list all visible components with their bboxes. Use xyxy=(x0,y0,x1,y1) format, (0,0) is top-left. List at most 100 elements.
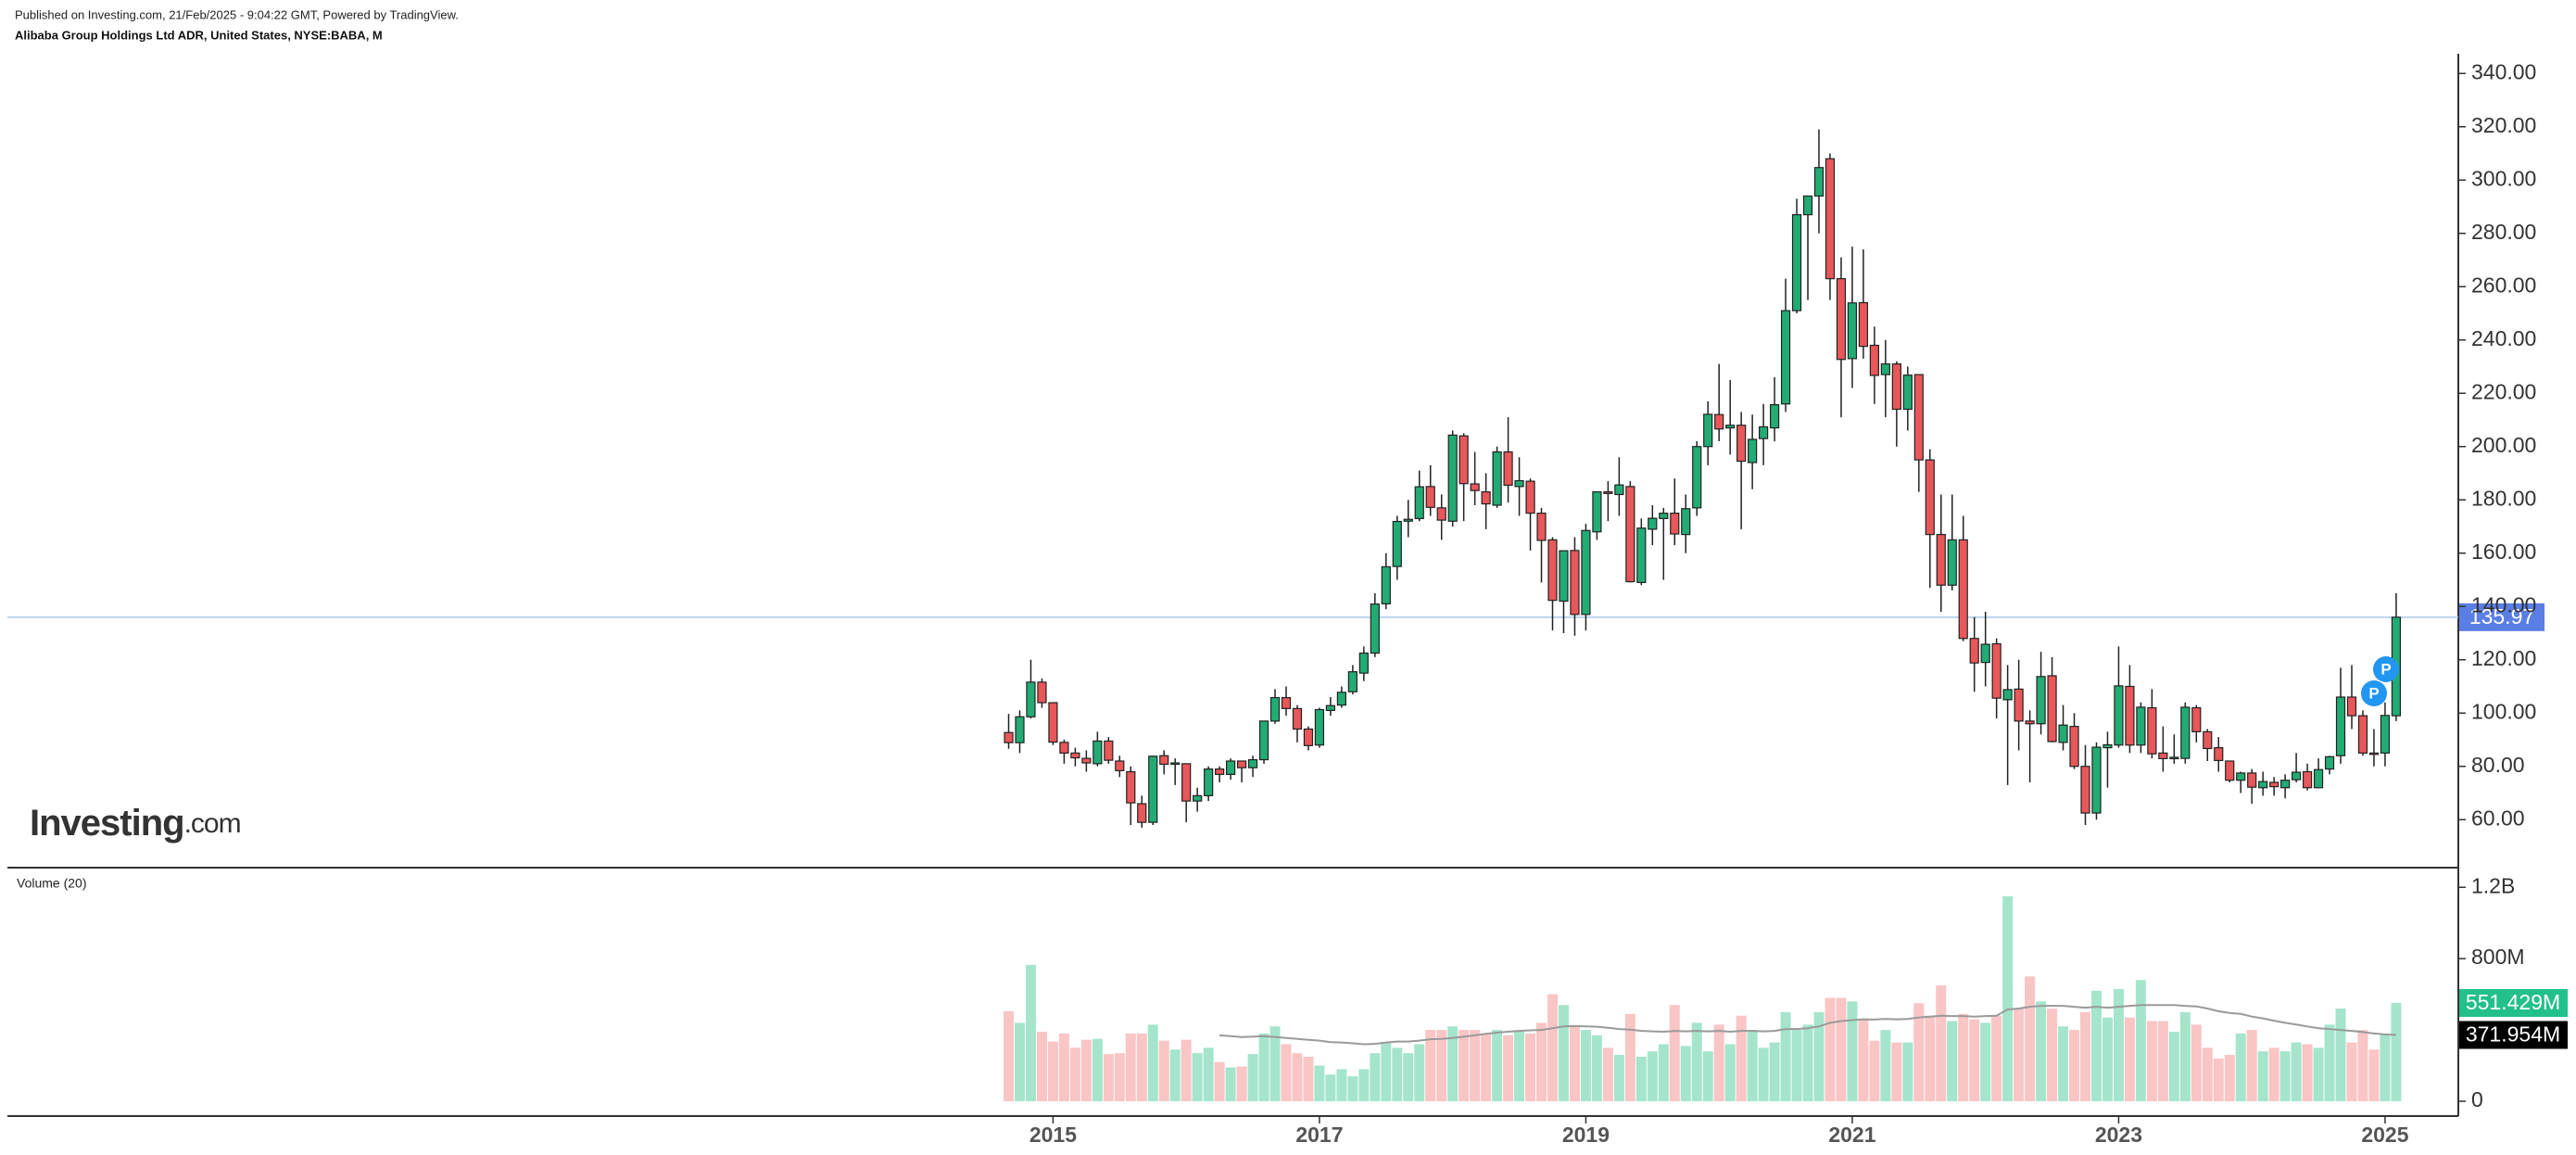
volume-bar xyxy=(1991,1015,2002,1102)
candle-body xyxy=(1414,486,1424,519)
y2-tick-label: 800M xyxy=(2471,945,2525,969)
volume-bar xyxy=(1004,1010,1015,1102)
candle-body xyxy=(1736,425,1747,463)
volume-bar xyxy=(1880,1030,1891,1102)
volume-bar xyxy=(1503,1034,1514,1102)
volume-bar xyxy=(2380,1033,2391,1102)
volume-bar xyxy=(1825,997,1836,1102)
candle-body xyxy=(1137,803,1147,823)
volume-bar xyxy=(1758,1047,1769,1102)
candle-body xyxy=(2169,756,2179,760)
volume-bar xyxy=(1136,1033,1147,1102)
marker-label: P xyxy=(2380,660,2391,678)
candle-body xyxy=(1802,195,1813,216)
candle-body xyxy=(2236,772,2246,781)
volume-bar xyxy=(1869,1040,1880,1102)
volume-bar xyxy=(1015,1022,1025,1102)
candle-body xyxy=(2036,676,2046,725)
candle-body xyxy=(2225,760,2235,781)
chart-subtitle: Published on Investing.com, 21/Feb/2025 … xyxy=(15,7,459,21)
candle-body xyxy=(2058,724,2068,743)
candle-body xyxy=(1269,696,1281,722)
candle-body xyxy=(2247,772,2257,788)
candle-body xyxy=(1670,513,1680,535)
candle-body xyxy=(1925,459,1935,536)
candle-body xyxy=(1247,758,1258,768)
volume-bar xyxy=(1169,1049,1181,1102)
candle-body xyxy=(1648,517,1658,530)
volume-bar xyxy=(1680,1046,1691,1102)
volume-bar xyxy=(2014,1009,2025,1102)
candle-body xyxy=(2180,706,2191,759)
candle-body xyxy=(1791,214,1802,311)
candle-body xyxy=(1370,603,1380,654)
volume-bar xyxy=(1980,1022,1991,1102)
volume-bar xyxy=(1780,1011,1791,1102)
volume-bar xyxy=(1269,1026,1281,1102)
candle-body xyxy=(2302,770,2313,789)
candle-body xyxy=(1759,425,1769,439)
volume-bar xyxy=(1569,1026,1580,1102)
y-tick-label: 80.00 xyxy=(2471,753,2525,777)
volume-bar xyxy=(2246,1030,2257,1102)
volume-bar xyxy=(2202,1047,2213,1102)
volume-bar xyxy=(1925,1015,1936,1102)
candle-body xyxy=(2324,755,2335,770)
x-tick-label: 2021 xyxy=(1828,1123,1875,1147)
volume-bar xyxy=(2357,1030,2368,1102)
y-tick-label: 340.00 xyxy=(2471,59,2536,83)
candle-body xyxy=(1015,716,1025,743)
candle-body xyxy=(2136,706,2146,746)
volume-bar xyxy=(1281,1044,1292,1102)
logo-suffix: .com xyxy=(184,808,241,839)
volume-bar xyxy=(2135,980,2146,1102)
last-price-box xyxy=(2459,603,2544,631)
candle-body xyxy=(1425,486,1435,508)
volume-bar xyxy=(1514,1032,1525,1102)
volume-bar xyxy=(1791,1030,1802,1102)
candle-body xyxy=(2002,689,2013,701)
volume-bar xyxy=(1913,1003,1925,1102)
x-tick-label: 2015 xyxy=(1029,1123,1077,1147)
volume-bar xyxy=(2213,1058,2224,1102)
candle-body xyxy=(2380,715,2391,754)
volume-bar xyxy=(2235,1033,2246,1102)
candle-body xyxy=(1692,446,1702,509)
y-tick-label: 160.00 xyxy=(2471,539,2536,564)
volume-bar xyxy=(1580,1030,1591,1102)
candle-body xyxy=(2214,747,2224,762)
volume-bar xyxy=(1303,1056,1314,1102)
candle-body xyxy=(1891,363,1901,411)
candle-body xyxy=(1936,534,1946,586)
candle-body xyxy=(2014,688,2024,722)
candle-body xyxy=(2269,781,2279,788)
chart-title: Alibaba Group Holdings Ltd ADR, United S… xyxy=(15,28,383,42)
x-tick-label: 2023 xyxy=(2095,1123,2142,1147)
volume-bar xyxy=(1114,1053,1125,1102)
candle-body xyxy=(1969,638,1979,664)
candle-body xyxy=(2069,726,2079,768)
candle-body xyxy=(2091,746,2102,814)
volume-bar xyxy=(1214,1061,1225,1102)
volume-bar xyxy=(1092,1038,1103,1102)
candle-body xyxy=(1991,642,2001,699)
volume-bar xyxy=(1847,1001,1858,1102)
volume-bar xyxy=(1536,1022,1547,1102)
y-tick-label: 60.00 xyxy=(2471,806,2525,830)
volume-bar xyxy=(1103,1054,1114,1102)
candle-body xyxy=(1470,483,1480,491)
volume-bar xyxy=(1481,1033,1492,1102)
volume-bar xyxy=(1036,1032,1047,1102)
volume-bar xyxy=(1702,1051,1713,1102)
volume-bar xyxy=(1203,1047,1214,1102)
candle-body xyxy=(1481,491,1491,505)
candle-body xyxy=(1325,704,1336,711)
volume-bar xyxy=(2113,988,2124,1102)
volume-bar xyxy=(1325,1074,1336,1102)
y-tick-label: 280.00 xyxy=(2471,220,2536,244)
volume-bar xyxy=(2279,1051,2291,1102)
candle-body xyxy=(2335,696,2346,756)
volume-bar xyxy=(2002,895,2014,1102)
candle-body xyxy=(1525,480,1535,514)
